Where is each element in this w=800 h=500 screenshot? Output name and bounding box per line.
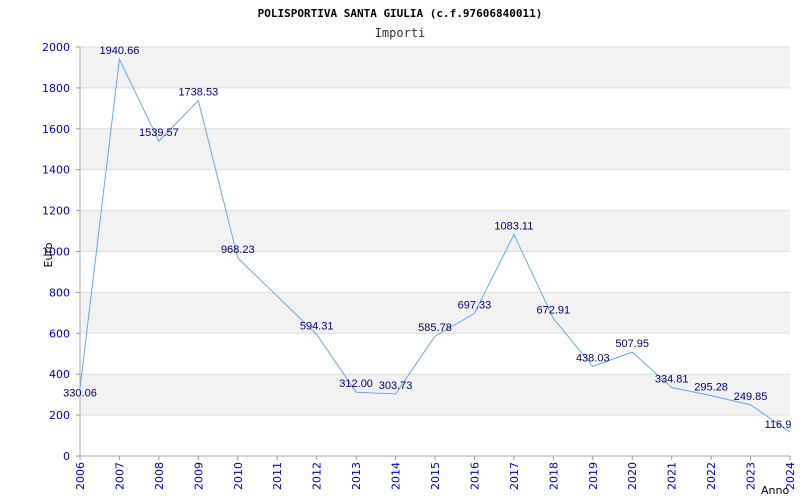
data-label: 303.73 <box>379 380 413 392</box>
chart-title: POLISPORTIVA SANTA GIULIA (c.f.976068400… <box>258 7 543 20</box>
y-tick-label: 1000 <box>42 246 70 259</box>
grid-band <box>80 292 790 334</box>
x-tick-label: 2019 <box>587 462 600 490</box>
x-tick-label: 2013 <box>350 462 363 490</box>
y-tick-label: 800 <box>49 286 70 299</box>
x-tick-label: 2015 <box>429 462 442 490</box>
chart-subtitle: Importi <box>375 26 426 40</box>
data-label: 594.31 <box>300 320 334 332</box>
data-label: 697.33 <box>458 299 492 311</box>
x-tick-label: 2020 <box>626 462 639 490</box>
y-tick-label: 1400 <box>42 164 70 177</box>
x-tick-label: 2011 <box>271 462 284 490</box>
grid-band <box>80 374 790 416</box>
x-tick-label: 2017 <box>508 462 521 490</box>
grid-bands <box>80 47 790 416</box>
x-tick-label: 2022 <box>705 462 718 490</box>
y-tick-label: 2000 <box>42 41 70 54</box>
data-label: 334.81 <box>655 374 689 386</box>
x-tick-label: 2006 <box>74 462 87 490</box>
y-tick-label: 1800 <box>42 82 70 95</box>
x-tick-label: 2014 <box>390 462 403 490</box>
x-tick-label: 2012 <box>311 462 324 490</box>
x-tick-label: 2008 <box>153 462 166 490</box>
x-tick-labels: 2006 2007 2008 2009 2010 2011 2012 2013 2014 2015… <box>74 462 797 490</box>
y-tick-label: 0 <box>63 450 70 463</box>
data-label: 312.00 <box>339 378 373 390</box>
x-tick-label: 2016 <box>468 462 481 490</box>
data-label: 672.91 <box>537 304 571 316</box>
data-label: 1738.53 <box>178 86 218 98</box>
series-line <box>79 57 791 433</box>
grid-band <box>80 128 790 170</box>
data-label: 116.9 <box>765 419 792 431</box>
y-tick-label: 200 <box>49 409 70 422</box>
y-tick-label: 1600 <box>42 123 70 136</box>
y-tick-label: 1200 <box>42 205 70 218</box>
grid-band <box>80 47 790 88</box>
data-label: 330.06 <box>63 388 97 400</box>
grid-lines <box>80 46 790 416</box>
x-tick-label: 2023 <box>745 462 758 490</box>
x-tick-label: 2010 <box>232 462 245 490</box>
data-label: 1083.11 <box>494 221 533 233</box>
y-axis-label: Euro <box>42 242 55 267</box>
grid-band <box>80 210 790 252</box>
data-label: 438.03 <box>576 352 610 364</box>
data-labels: 330.06 1940.66 1539.57 1738.53 968.23 594.31 3… <box>63 45 791 431</box>
y-tick-label: 400 <box>49 368 70 381</box>
data-label: 295.28 <box>694 382 728 394</box>
data-label: 968.23 <box>221 244 255 256</box>
data-label: 1539.57 <box>139 127 179 139</box>
data-label: 585.78 <box>418 322 452 334</box>
data-label: 507.95 <box>615 338 649 350</box>
x-tick-label: 2018 <box>547 462 560 490</box>
y-tick-labels: 0 200 400 600 800 1000 1200 1400 1600 1800 2000 <box>42 41 70 463</box>
y-tick-label: 600 <box>49 327 70 340</box>
data-label: 249.85 <box>734 391 768 403</box>
x-axis-label: Anno <box>761 484 789 497</box>
data-label: 1940.66 <box>100 45 140 57</box>
series-line-group <box>79 57 791 433</box>
x-tick-label: 2021 <box>666 462 679 490</box>
x-tick-label: 2024 <box>784 462 797 490</box>
x-tick-label: 2009 <box>192 462 205 490</box>
x-tick-label: 2007 <box>113 462 126 490</box>
